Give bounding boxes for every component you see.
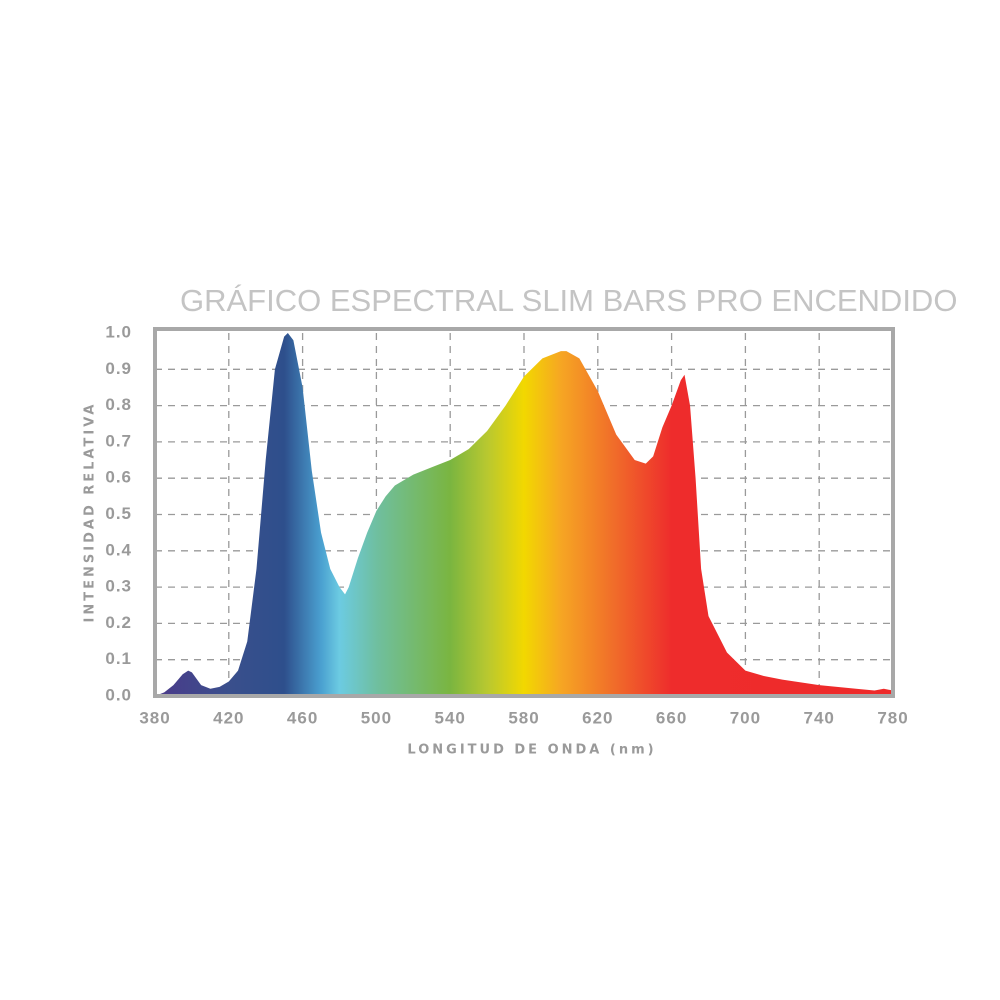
x-axis-label: LONGITUD DE ONDA (nm) [407, 743, 656, 758]
y-tick-label: 1.0 [105, 322, 132, 341]
x-tick-label: 620 [582, 708, 613, 727]
x-tick-label: 540 [435, 708, 466, 727]
y-tick-label: 0.2 [105, 613, 132, 632]
y-tick-label: 0.6 [105, 468, 132, 487]
spectrum-area [155, 333, 893, 696]
y-tick-label: 0.1 [105, 649, 132, 668]
x-tick-label: 740 [804, 708, 835, 727]
x-tick-label: 780 [877, 708, 908, 727]
y-axis-label: INTENSIDAD RELATIVA [83, 402, 98, 623]
x-tick-label: 700 [730, 708, 761, 727]
x-tick-label: 500 [361, 708, 392, 727]
x-tick-label: 460 [287, 708, 318, 727]
y-tick-label: 0.3 [105, 577, 132, 596]
x-tick-label: 660 [656, 708, 687, 727]
x-tick-label: 580 [508, 708, 539, 727]
y-tick-label: 0.0 [105, 685, 132, 704]
y-tick-label: 0.9 [105, 359, 132, 378]
y-tick-label: 0.5 [105, 504, 132, 523]
x-tick-label: 420 [213, 708, 244, 727]
y-tick-label: 0.4 [105, 540, 132, 559]
chart-title: GRÁFICO ESPECTRAL SLIM BARS PRO ENCENDID… [180, 283, 957, 318]
y-tick-label: 0.7 [105, 431, 132, 450]
plot-frame [153, 327, 895, 698]
x-tick-label: 380 [139, 708, 170, 727]
y-tick-label: 0.8 [105, 395, 132, 414]
